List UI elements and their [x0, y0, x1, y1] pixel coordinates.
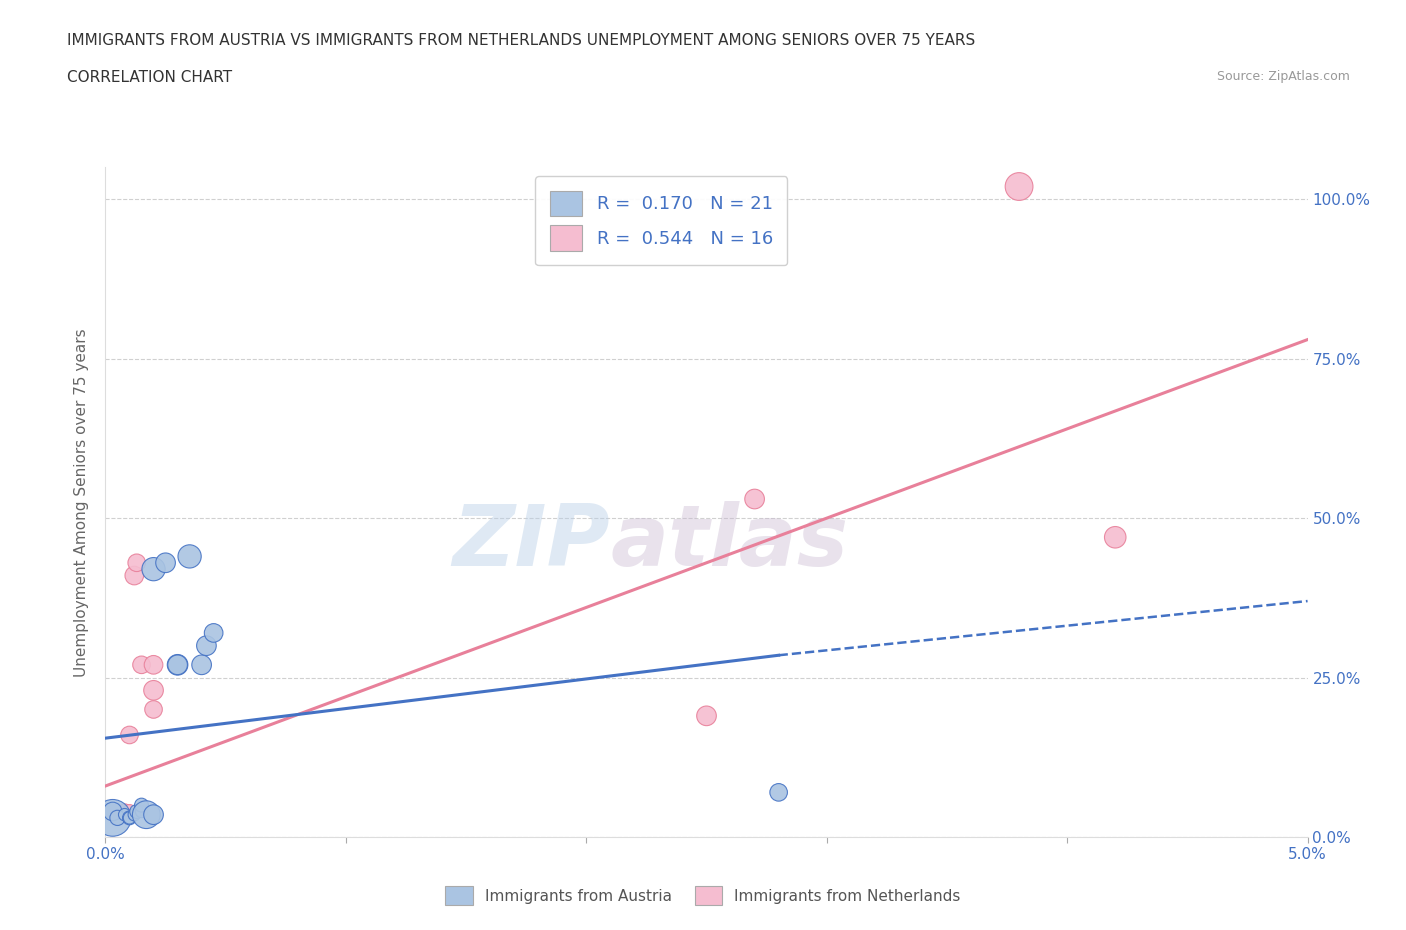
Point	[125, 555, 148, 570]
Point	[101, 810, 124, 825]
Text: CORRELATION CHART: CORRELATION CHART	[67, 70, 232, 85]
Point	[1008, 179, 1031, 194]
Point	[118, 727, 141, 742]
Point	[114, 804, 136, 819]
Point	[118, 810, 141, 825]
Point	[131, 804, 153, 819]
Point	[124, 568, 146, 583]
Point	[202, 626, 225, 641]
Point	[114, 807, 136, 822]
Text: Source: ZipAtlas.com: Source: ZipAtlas.com	[1216, 70, 1350, 83]
Point	[107, 810, 129, 825]
Point	[142, 702, 165, 717]
Legend: Immigrants from Austria, Immigrants from Netherlands: Immigrants from Austria, Immigrants from…	[439, 881, 967, 911]
Point	[142, 658, 165, 672]
Point	[1104, 530, 1126, 545]
Y-axis label: Unemployment Among Seniors over 75 years: Unemployment Among Seniors over 75 years	[75, 328, 90, 676]
Point	[166, 658, 188, 672]
Point	[179, 549, 201, 564]
Point	[142, 807, 165, 822]
Point	[131, 798, 153, 813]
Point	[166, 658, 188, 672]
Point	[142, 562, 165, 577]
Point	[195, 638, 218, 653]
Point	[744, 492, 766, 507]
Point	[190, 658, 212, 672]
Point	[142, 683, 165, 698]
Point	[111, 807, 134, 822]
Point	[107, 810, 129, 825]
Point	[768, 785, 790, 800]
Point	[131, 658, 153, 672]
Point	[125, 804, 148, 819]
Point	[696, 709, 718, 724]
Text: IMMIGRANTS FROM AUSTRIA VS IMMIGRANTS FROM NETHERLANDS UNEMPLOYMENT AMONG SENIOR: IMMIGRANTS FROM AUSTRIA VS IMMIGRANTS FR…	[67, 33, 976, 47]
Point	[155, 555, 177, 570]
Point	[118, 804, 141, 819]
Text: atlas: atlas	[610, 501, 848, 584]
Text: ZIP: ZIP	[453, 501, 610, 584]
Point	[101, 804, 124, 819]
Point	[101, 804, 124, 819]
Point	[124, 807, 146, 822]
Legend: R =  0.170   N = 21, R =  0.544   N = 16: R = 0.170 N = 21, R = 0.544 N = 16	[536, 177, 787, 265]
Point	[118, 810, 141, 825]
Point	[135, 807, 157, 822]
